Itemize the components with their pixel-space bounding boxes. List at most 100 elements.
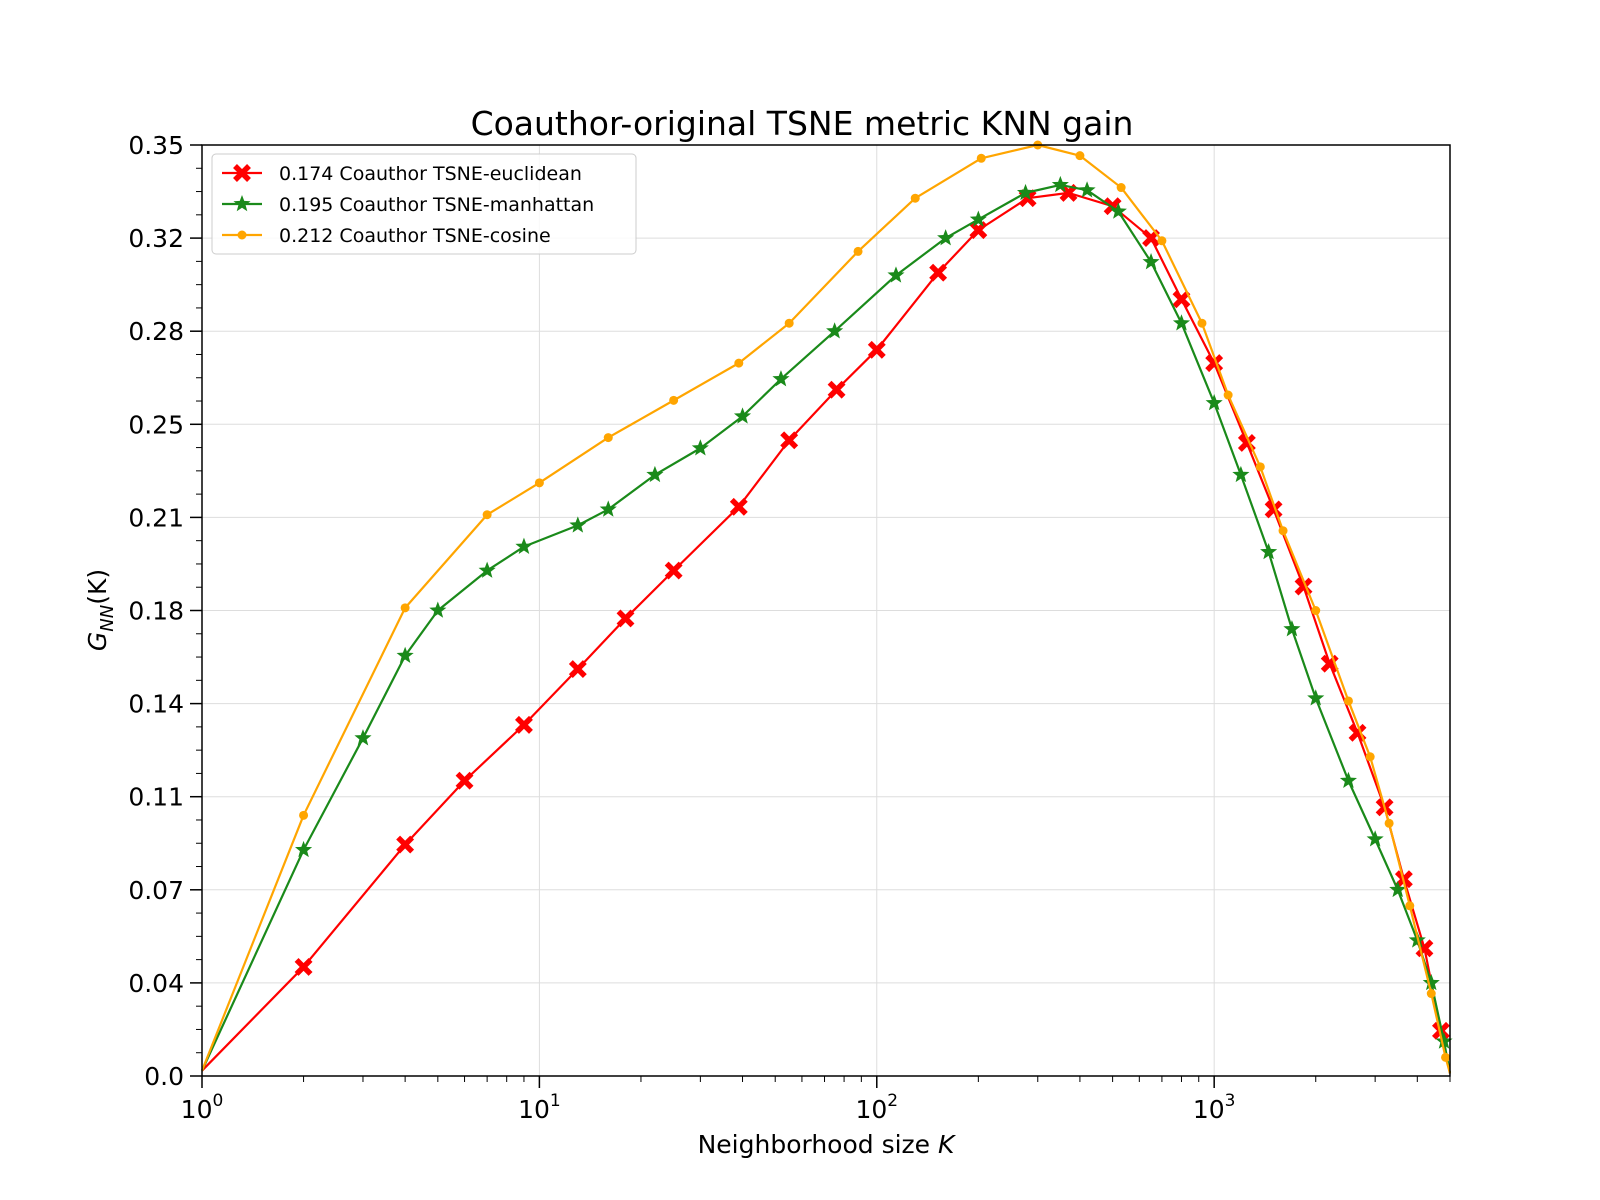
y-tick-label: 0.28 xyxy=(128,317,184,346)
x-tick-label: 103 xyxy=(1193,1091,1236,1124)
data-point-star-marker xyxy=(733,407,752,424)
y-tick-label: 0.32 xyxy=(128,224,184,253)
data-point-star-marker xyxy=(1142,253,1160,270)
data-point-x-marker xyxy=(827,380,846,399)
data-point-x-marker xyxy=(515,715,533,734)
data-point-dot-marker xyxy=(1255,462,1265,472)
x-axis-label-var: K xyxy=(938,1130,957,1159)
data-point-dot-marker xyxy=(603,433,613,443)
data-point-dot-marker xyxy=(669,395,679,405)
y-tick-label: 0.18 xyxy=(128,597,184,626)
legend-label: 0.212 Coauthor TSNE-cosine xyxy=(279,225,551,247)
data-point-x-marker xyxy=(568,660,587,678)
data-point-dot-marker xyxy=(1075,151,1085,161)
data-point-dot-marker xyxy=(1441,1052,1451,1062)
data-point-star-marker xyxy=(1307,689,1325,706)
data-point-dot-marker xyxy=(734,358,744,368)
y-tick-labels: 0.0 0.04 0.07 0.11 0.14 0.18 0.21 0.25 0.28 0.32 0… xyxy=(128,131,184,1091)
data-point-dot-marker xyxy=(482,510,492,520)
data-point-star-marker xyxy=(691,439,709,456)
data-point-star-marker xyxy=(478,561,496,578)
data-point-x-marker xyxy=(664,561,683,580)
data-point-star-marker xyxy=(1389,880,1407,898)
series-3 xyxy=(200,140,1452,1074)
data-point-x-marker xyxy=(867,340,886,359)
x-tick-label: 102 xyxy=(855,1091,898,1124)
y-axis-label-main: G xyxy=(83,632,112,651)
data-point-dot-marker xyxy=(910,193,920,203)
data-point-x-marker xyxy=(929,263,948,282)
series-2 xyxy=(201,175,1453,1074)
data-point-star-marker xyxy=(1422,973,1440,991)
y-tick-label: 0.21 xyxy=(128,503,184,532)
data-point-dot-marker xyxy=(1405,901,1415,911)
data-point-dot-marker xyxy=(853,246,863,256)
data-point-star-marker xyxy=(646,465,664,483)
data-point-star-marker xyxy=(599,500,617,517)
data-point-star-marker xyxy=(396,646,414,663)
y-axis-label-sub: NN xyxy=(97,605,118,632)
data-point-dot-marker xyxy=(1223,390,1233,400)
data-point-dot-marker xyxy=(237,230,247,240)
data-point-dot-marker xyxy=(784,318,794,328)
data-point-star-marker xyxy=(1283,620,1301,637)
data-point-dot-marker xyxy=(299,810,309,820)
data-point-x-marker xyxy=(729,497,748,516)
x-tick-label: 100 xyxy=(181,1091,224,1124)
data-point-x-marker xyxy=(1172,290,1191,309)
data-point-star-marker xyxy=(1172,314,1191,331)
data-point-dot-marker xyxy=(976,153,986,163)
data-point-dot-marker xyxy=(1157,236,1167,246)
data-point-star-marker xyxy=(1232,465,1250,483)
legend-box xyxy=(211,153,637,255)
data-point-dot-marker xyxy=(1365,752,1375,762)
chart-title: Coauthor-original TSNE metric KNN gain xyxy=(471,104,1134,143)
legend-item-1: 0.174 Coauthor TSNE-euclidean xyxy=(222,163,582,185)
data-point-star-marker xyxy=(429,601,447,618)
series-line xyxy=(201,183,1452,1074)
y-axis-label: GNN(K) xyxy=(83,569,118,651)
y-tick-label: 0.25 xyxy=(128,410,184,439)
data-point-dot-marker xyxy=(1311,606,1321,615)
data-point-star-marker xyxy=(826,322,844,339)
legend: 0.174 Coauthor TSNE-euclidean 0.195 Coaut… xyxy=(211,153,637,255)
data-point-dot-marker xyxy=(400,603,410,613)
series-line xyxy=(201,191,1452,1074)
data-point-dot-marker xyxy=(1343,696,1353,706)
x-axis-label-text: Neighborhood size xyxy=(698,1130,938,1159)
data-point-x-marker xyxy=(396,835,415,854)
data-point-dot-marker xyxy=(534,478,544,488)
data-point-dot-marker xyxy=(1278,526,1288,536)
data-point-star-marker xyxy=(569,516,587,533)
legend-item-2: 0.195 Coauthor TSNE-manhattan xyxy=(222,194,594,216)
legend-label: 0.174 Coauthor TSNE-euclidean xyxy=(279,163,582,185)
y-tick-label: 0.14 xyxy=(128,690,184,719)
data-point-star-marker xyxy=(295,840,313,858)
y-tick-label: 0.0 xyxy=(144,1062,184,1091)
legend-label: 0.195 Coauthor TSNE-manhattan xyxy=(279,194,594,216)
data-point-star-marker xyxy=(887,266,905,283)
data-point-star-marker xyxy=(937,229,955,246)
data-point-x-marker xyxy=(780,431,799,450)
x-axis-label: Neighborhood size K xyxy=(698,1130,957,1159)
x-tick-labels: 100 101 102 103 xyxy=(181,1091,1236,1124)
data-point-star-marker xyxy=(1260,542,1278,560)
data-point-dot-marker xyxy=(1116,183,1126,193)
legend-item-3: 0.212 Coauthor TSNE-cosine xyxy=(222,225,551,247)
data-point-dot-marker xyxy=(1384,818,1394,828)
data-point-star-marker xyxy=(1078,181,1096,198)
y-tick-label: 0.11 xyxy=(128,783,184,812)
data-point-star-marker xyxy=(969,210,987,227)
y-tick-label: 0.04 xyxy=(128,969,184,998)
data-point-x-marker xyxy=(233,164,251,182)
data-point-x-marker xyxy=(455,771,474,790)
data-point-star-marker xyxy=(354,729,372,746)
data-point-star-marker xyxy=(1435,1032,1453,1049)
data-point-dot-marker xyxy=(1197,318,1207,328)
data-point-star-marker xyxy=(772,370,790,387)
data-point-star-marker xyxy=(1051,175,1069,193)
ticks xyxy=(190,144,1451,1088)
data-point-star-marker xyxy=(1109,202,1127,219)
x-tick-label: 101 xyxy=(518,1091,561,1124)
data-point-dot-marker xyxy=(1426,989,1436,999)
